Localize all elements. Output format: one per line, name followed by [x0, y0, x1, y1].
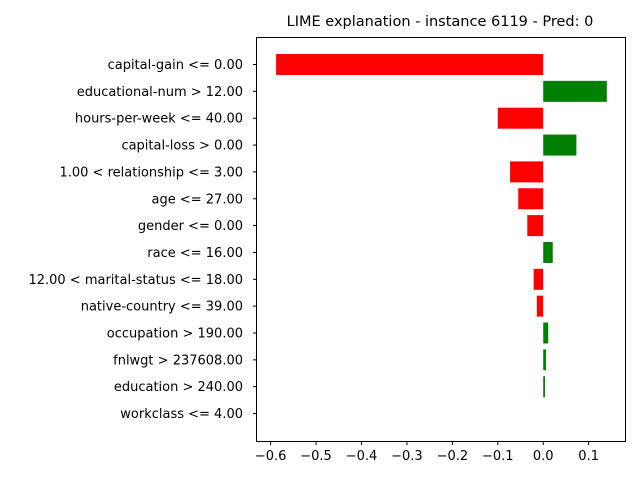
- bars: [276, 54, 607, 398]
- bar-4: [510, 161, 544, 183]
- y-tick-label-8: 12.00 < marital-status <= 18.00: [28, 273, 243, 288]
- y-tick-label-12: education > 240.00: [114, 380, 243, 395]
- y-tick-label-2: hours-per-week <= 40.00: [75, 112, 243, 127]
- y-tick-label-9: native-country <= 39.00: [81, 300, 243, 315]
- x-tick-label-3: −0.3: [391, 449, 423, 464]
- bar-7: [543, 241, 553, 263]
- y-tick-label-11: fnlwgt > 237608.00: [113, 353, 243, 368]
- y-tick-label-3: capital-loss > 0.00: [121, 139, 243, 154]
- chart-title: LIME explanation - instance 6119 - Pred:…: [287, 14, 594, 30]
- y-axis-labels: capital-gain <= 0.00 educational-num > 12…: [28, 58, 257, 422]
- plot-frame: [256, 37, 626, 442]
- x-tick-label-1: −0.5: [300, 449, 332, 464]
- bar-9: [536, 295, 544, 317]
- bar-2: [497, 107, 544, 129]
- y-tick-label-10: occupation > 190.00: [107, 327, 243, 342]
- y-tick-label-1: educational-num > 12.00: [77, 85, 243, 100]
- x-tick-label-6: 0.0: [533, 449, 554, 464]
- y-tick-label-6: gender <= 0.00: [138, 219, 243, 234]
- bar-11: [543, 349, 546, 371]
- y-tick-label-0: capital-gain <= 0.00: [108, 58, 243, 73]
- y-tick-label-13: workclass <= 4.00: [120, 407, 243, 422]
- y-tick-label-7: race <= 16.00: [147, 246, 243, 261]
- x-tick-label-4: −0.2: [437, 449, 469, 464]
- x-tick-label-7: 0.1: [578, 449, 599, 464]
- bar-3: [543, 134, 577, 156]
- bar-10: [543, 322, 549, 344]
- bar-5: [518, 188, 544, 210]
- bar-12: [543, 376, 546, 398]
- bar-8: [533, 268, 544, 290]
- bar-6: [527, 215, 544, 237]
- y-tick-label-4: 1.00 < relationship <= 3.00: [59, 165, 243, 180]
- bar-0: [276, 54, 544, 75]
- x-tick-label-2: −0.4: [346, 449, 378, 464]
- x-tick-label-5: −0.1: [482, 449, 514, 464]
- bar-1: [543, 80, 607, 102]
- x-axis-ticks: −0.6 −0.5 −0.4 −0.3 −0.2 −0.1 0.0 0.1: [255, 441, 599, 464]
- x-tick-label-0: −0.6: [255, 449, 287, 464]
- y-tick-label-5: age <= 27.00: [152, 192, 243, 207]
